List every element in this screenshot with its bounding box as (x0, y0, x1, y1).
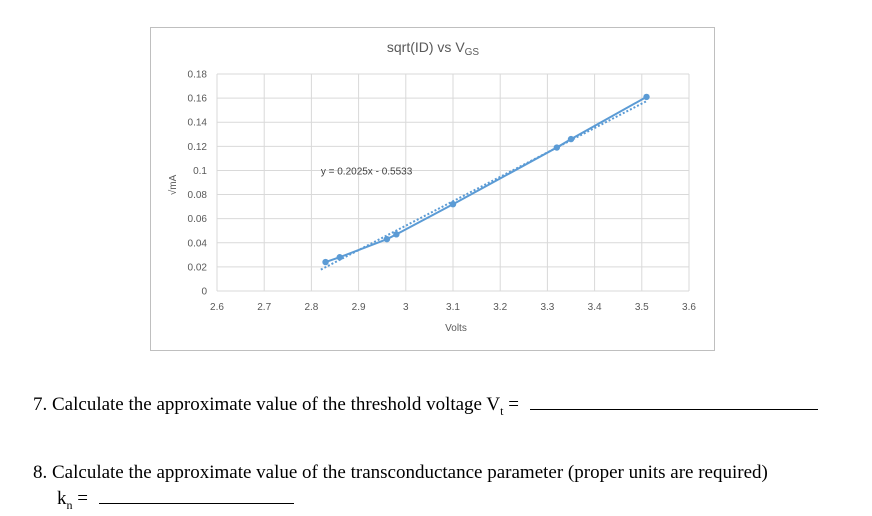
x-tick-label: 3.3 (540, 302, 554, 313)
question-7-subscript: t (500, 403, 504, 418)
x-axis-ticks: 2.6 2.7 2.8 2.9 3 3.1 3.2 3.3 3.4 3.5 3.6 (210, 302, 696, 313)
x-tick-label: 2.6 (210, 302, 224, 313)
trendline (320, 100, 647, 271)
x-tick-label: 3.5 (635, 302, 649, 313)
trendline-equation: y = 0.2025x - 0.5533 (321, 166, 413, 177)
data-point (643, 93, 650, 101)
chart-title: sqrt(ID) vs VGS (387, 39, 480, 58)
question-8-answer: kn = (57, 485, 294, 513)
data-point (383, 235, 391, 243)
y-tick-label: 0.14 (188, 118, 208, 129)
question-8-subscript: n (66, 497, 73, 512)
series-line (325, 96, 648, 264)
chart-grid (216, 73, 690, 292)
data-point (567, 135, 575, 143)
question-8: 8. Calculate the approximate value of th… (33, 462, 768, 484)
y-tick-label: 0.06 (188, 214, 208, 225)
x-tick-label: 3.1 (446, 302, 460, 313)
y-tick-label: 0.16 (188, 94, 208, 105)
x-tick-label: 3 (403, 302, 409, 313)
x-tick-label: 2.9 (352, 302, 366, 313)
chart-plot: sqrt(ID) vs VGS 0 0.02 0.04 0.06 0.08 0.1 0.12… (167, 39, 696, 334)
data-point (322, 258, 329, 266)
x-tick-label: 3.4 (588, 302, 602, 313)
data-point (553, 144, 561, 151)
y-tick-label: 0.08 (188, 190, 208, 201)
x-tick-label: 2.7 (257, 302, 271, 313)
y-tick-label: 0.1 (193, 166, 207, 177)
data-point (393, 231, 400, 238)
data-points (322, 93, 650, 266)
question-7-text: 7. Calculate the approximate value of th… (33, 394, 501, 415)
question-8-text: 8. Calculate the approximate value of th… (33, 462, 768, 483)
x-tick-label: 3.6 (682, 302, 696, 313)
transconductance-answer-field[interactable] (98, 485, 294, 504)
y-axis-label: √mA (167, 174, 179, 195)
y-tick-label: 0.18 (188, 70, 208, 81)
question-7: 7. Calculate the approximate value of th… (33, 391, 818, 419)
y-axis-ticks: 0 0.02 0.04 0.06 0.08 0.1 0.12 0.14 0.16 0.18 (188, 70, 208, 298)
y-tick-label: 0.04 (188, 238, 208, 249)
threshold-voltage-answer-field[interactable] (529, 391, 818, 410)
x-axis-label: Volts (445, 323, 467, 334)
data-point (449, 201, 457, 208)
question-7-equals: = (503, 394, 519, 415)
question-8-variable: k (57, 488, 67, 509)
question-8-equals: = (72, 488, 88, 509)
chart-frame: sqrt(ID) vs VGS 0 0.02 0.04 0.06 0.08 0.1 0.12… (150, 27, 715, 351)
y-tick-label: 0.12 (188, 142, 208, 153)
x-tick-label: 3.2 (493, 302, 507, 313)
y-tick-label: 0.02 (188, 262, 208, 273)
x-tick-label: 2.8 (304, 302, 318, 313)
data-point (336, 254, 343, 261)
y-tick-label: 0 (201, 287, 207, 298)
